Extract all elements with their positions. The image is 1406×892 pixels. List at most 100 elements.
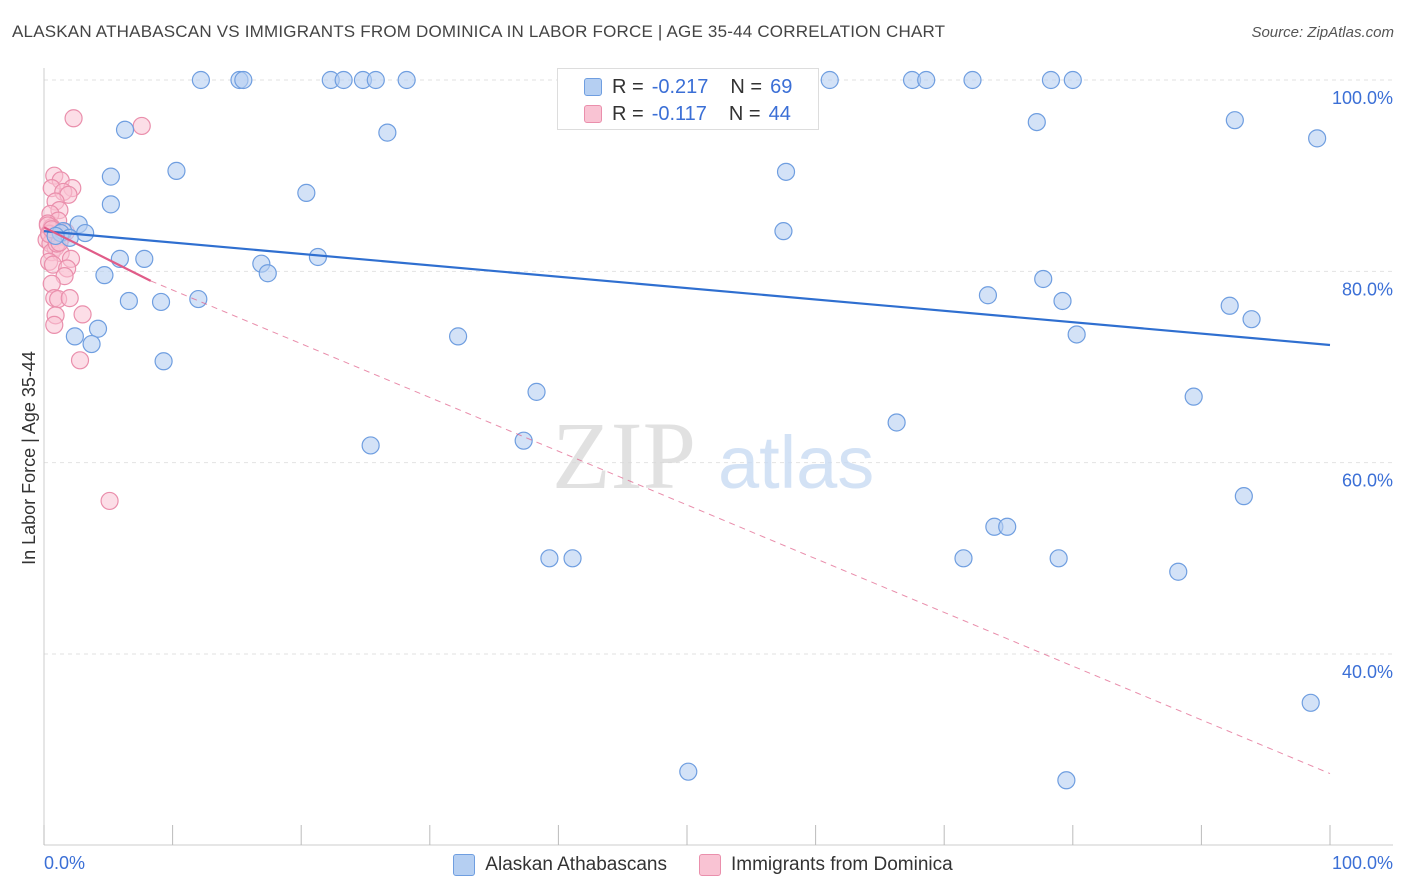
swatch-pink	[698, 854, 721, 876]
point-athabascan	[95, 266, 114, 285]
r-label: R =	[612, 102, 644, 125]
point-athabascan	[774, 222, 793, 241]
r-label: R =	[612, 75, 644, 98]
point-athabascan	[1225, 111, 1244, 130]
watermark-atlas: atlas	[718, 421, 874, 504]
point-athabascan	[1027, 112, 1046, 132]
point-athabascan	[1057, 771, 1076, 790]
y-tick-labels: 40.0% 60.0% 80.0% 100.0%	[1332, 88, 1393, 682]
point-dominica	[100, 491, 119, 511]
point-athabascan	[448, 327, 468, 346]
point-athabascan	[540, 549, 559, 568]
point-athabascan	[167, 161, 186, 180]
point-athabascan	[1067, 325, 1086, 344]
axes	[43, 68, 1393, 846]
point-athabascan	[191, 70, 210, 90]
point-athabascan	[1034, 269, 1053, 289]
point-athabascan	[954, 549, 973, 568]
point-athabascan	[82, 334, 101, 354]
x-ticks	[43, 825, 1331, 845]
point-athabascan	[563, 549, 582, 568]
n-value: 69	[770, 75, 793, 98]
point-athabascan	[154, 352, 173, 371]
point-athabascan	[361, 436, 380, 455]
point-athabascan	[397, 70, 416, 90]
point-athabascan	[1063, 70, 1082, 90]
chart-title: ALASKAN ATHABASCAN VS IMMIGRANTS FROM DO…	[12, 22, 946, 41]
swatch-pink	[584, 105, 602, 123]
stats-legend: R = -0.217 N = 69 R = -0.117 N = 44	[557, 68, 819, 130]
point-athabascan	[820, 70, 839, 90]
legend-label-dominica: Immigrants from Dominica	[730, 854, 953, 875]
point-dominica	[70, 351, 90, 370]
y-tick-label: 80.0%	[1342, 279, 1393, 299]
point-athabascan	[76, 223, 95, 243]
point-athabascan	[119, 291, 138, 311]
gridlines	[44, 79, 1393, 655]
point-athabascan	[258, 264, 277, 283]
point-dominica	[60, 289, 79, 308]
y-tick-label: 60.0%	[1342, 471, 1393, 491]
point-athabascan	[297, 183, 316, 202]
point-athabascan	[1220, 296, 1239, 315]
point-dominica	[132, 116, 151, 136]
series-legend: Alaskan Athabascans Immigrants from Domi…	[0, 852, 1406, 878]
point-athabascan	[514, 431, 533, 450]
series-athabascan-points	[46, 70, 1327, 790]
point-athabascan	[887, 413, 906, 432]
point-athabascan	[65, 327, 84, 346]
point-athabascan	[378, 123, 397, 142]
swatch-blue	[584, 78, 602, 96]
point-athabascan	[776, 162, 796, 181]
point-athabascan	[978, 286, 998, 305]
point-athabascan	[135, 249, 154, 268]
point-athabascan	[527, 382, 546, 401]
legend-label-athabascan: Alaskan Athabascans	[485, 854, 667, 875]
series-dominica-points	[37, 109, 151, 511]
r-value: -0.117	[651, 102, 707, 125]
stats-row-dominica: R = -0.117 N = 44	[584, 101, 791, 127]
point-athabascan	[963, 70, 982, 90]
point-athabascan	[151, 292, 171, 312]
point-athabascan	[1234, 487, 1253, 506]
point-athabascan	[1308, 129, 1327, 148]
legend-item-athabascan[interactable]: Alaskan Athabascans	[453, 854, 667, 876]
y-axis-label: In Labor Force | Age 35-44	[19, 351, 39, 565]
point-athabascan	[101, 167, 120, 186]
trend-line-athabascan	[43, 230, 1331, 347]
point-athabascan	[1049, 549, 1068, 568]
watermark: ZIP atlas	[552, 402, 874, 509]
point-dominica	[73, 305, 92, 324]
n-label: N =	[728, 102, 761, 125]
n-value: 44	[768, 102, 791, 125]
point-athabascan	[679, 762, 698, 781]
point-athabascan	[366, 70, 385, 90]
point-athabascan	[1041, 70, 1061, 90]
stats-row-athabascan: R = -0.217 N = 69	[584, 74, 792, 100]
y-tick-label: 100.0%	[1332, 88, 1393, 108]
x-tick-label-min: 0.0%	[44, 853, 85, 873]
n-label: N =	[730, 75, 763, 98]
point-athabascan	[234, 70, 253, 90]
point-athabascan	[1242, 310, 1261, 329]
y-tick-label: 40.0%	[1342, 662, 1393, 682]
r-value: -0.217	[651, 75, 709, 98]
point-athabascan	[998, 517, 1017, 536]
source-label: Source: ZipAtlas.com	[1251, 24, 1394, 41]
point-athabascan	[917, 70, 936, 90]
point-athabascan	[189, 289, 208, 309]
point-athabascan	[1184, 387, 1203, 406]
x-tick-label-max: 100.0%	[1332, 853, 1393, 873]
legend-item-dominica[interactable]: Immigrants from Dominica	[698, 854, 953, 876]
point-athabascan	[1053, 291, 1072, 311]
point-dominica	[45, 315, 64, 335]
point-athabascan	[115, 120, 135, 139]
trend-lines	[43, 226, 1331, 775]
point-athabascan	[1169, 562, 1188, 581]
swatch-blue	[453, 854, 476, 876]
point-athabascan	[101, 195, 120, 214]
point-dominica	[64, 109, 83, 128]
trend-line-dominica-extrapolated	[150, 280, 1331, 775]
point-athabascan	[334, 70, 353, 90]
